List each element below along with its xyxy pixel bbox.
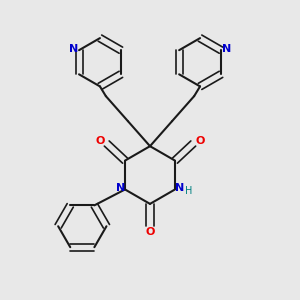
Text: O: O <box>145 227 155 237</box>
Text: N: N <box>222 44 232 54</box>
Text: N: N <box>175 183 184 193</box>
Text: O: O <box>96 136 105 146</box>
Text: N: N <box>68 44 78 54</box>
Text: N: N <box>116 183 125 193</box>
Text: H: H <box>185 186 193 196</box>
Text: O: O <box>195 136 204 146</box>
